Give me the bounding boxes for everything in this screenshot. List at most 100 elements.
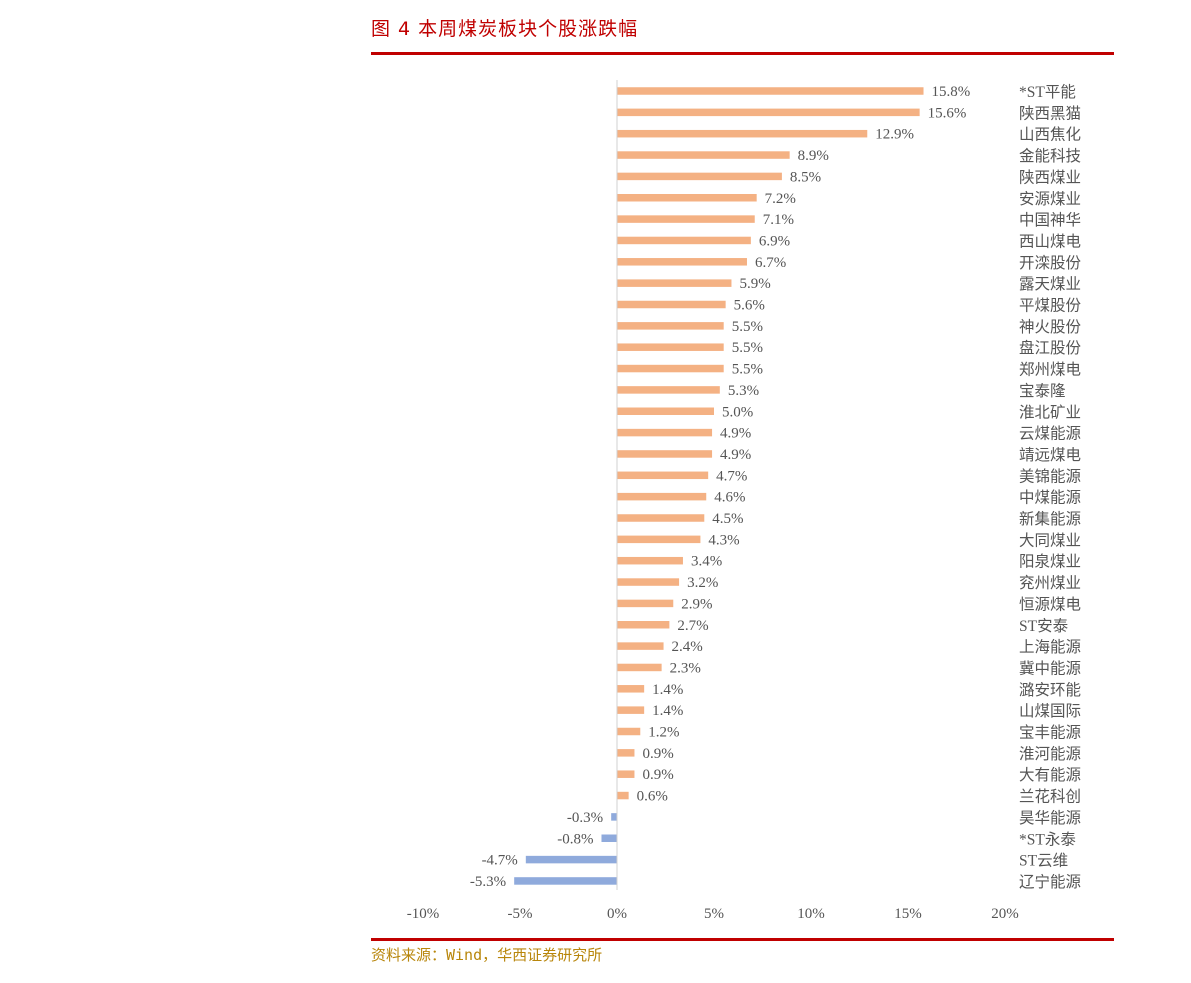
- bar: [617, 450, 713, 458]
- bar-value-label: 2.9%: [681, 596, 712, 612]
- bar: [617, 642, 664, 650]
- category-label: 金能科技: [1019, 147, 1081, 165]
- x-tick-label: 15%: [894, 906, 922, 922]
- bar-value-label: 5.6%: [734, 298, 765, 314]
- category-label: 恒源煤电: [1019, 595, 1081, 613]
- bar-value-label: 1.4%: [652, 682, 683, 698]
- category-labels-group: *ST平能陕西黑猫山西焦化金能科技陕西煤业安源煤业中国神华西山煤电开滦股份露天煤…: [1019, 83, 1082, 891]
- category-label: 淮河能源: [1019, 745, 1081, 763]
- category-label: 阳泉煤业: [1019, 553, 1081, 571]
- bar-value-label: 0.9%: [642, 746, 673, 762]
- bar-value-label: 4.9%: [720, 426, 751, 442]
- category-label: 靖远煤电: [1019, 446, 1081, 464]
- bar-value-label: -5.3%: [470, 874, 506, 890]
- category-label: 云煤能源: [1019, 425, 1081, 443]
- category-label: 兖州煤业: [1019, 574, 1081, 592]
- category-label: 山煤国际: [1019, 702, 1081, 720]
- category-label: 开滦股份: [1019, 254, 1082, 272]
- bar: [617, 129, 868, 138]
- bar-value-label: 7.2%: [765, 191, 796, 207]
- bar: [611, 813, 617, 821]
- bar-value-label: 0.6%: [637, 789, 668, 805]
- category-label: 上海能源: [1019, 638, 1081, 656]
- category-label: 昊华能源: [1019, 809, 1081, 827]
- category-label: 辽宁能源: [1019, 873, 1081, 891]
- category-label: 山西焦化: [1019, 126, 1081, 144]
- category-label: 宝丰能源: [1019, 724, 1081, 742]
- category-label: *ST永泰: [1019, 830, 1076, 848]
- category-label: 西山煤电: [1019, 232, 1081, 250]
- bar: [617, 172, 782, 181]
- category-label: 中国神华: [1019, 211, 1081, 229]
- bar-value-label: 1.4%: [652, 703, 683, 719]
- bar: [617, 663, 662, 672]
- bar: [617, 706, 645, 714]
- category-label: 露天煤业: [1019, 275, 1081, 293]
- bar-value-label: 4.7%: [716, 468, 747, 484]
- category-label: 宝泰隆: [1019, 382, 1066, 400]
- category-label: 大同煤业: [1019, 531, 1081, 549]
- bar-value-label: 12.9%: [875, 127, 914, 143]
- bar: [617, 471, 709, 480]
- bar-value-label: 8.9%: [798, 148, 829, 164]
- category-label: 新集能源: [1019, 510, 1081, 528]
- category-label: 淮北矿业: [1019, 403, 1081, 421]
- bar-value-label: 2.3%: [670, 660, 701, 676]
- bar: [617, 108, 920, 117]
- bar-value-label: 6.7%: [755, 255, 786, 271]
- bar-value-label: 3.4%: [691, 554, 722, 570]
- x-tick-label: 5%: [704, 906, 724, 922]
- title-rule: [371, 52, 1114, 55]
- bar: [617, 407, 714, 415]
- category-label: 神火股份: [1019, 318, 1082, 336]
- x-tick-label: 10%: [797, 906, 825, 922]
- category-label: *ST平能: [1019, 83, 1076, 101]
- category-label: 中煤能源: [1019, 489, 1081, 507]
- value-labels-group: 15.8% 15.6% 12.9% 8.9% 8.5% 7.2% 7.1% 6.9% 6.7% 5…: [470, 84, 970, 890]
- bar: [617, 279, 732, 287]
- bar: [525, 855, 617, 864]
- bar: [617, 258, 747, 266]
- bar-value-label: -0.3%: [567, 810, 603, 826]
- bar-value-label: 2.4%: [672, 639, 703, 655]
- bar: [617, 151, 790, 159]
- bar: [617, 215, 755, 223]
- category-label: 安源煤业: [1019, 190, 1081, 208]
- category-label: 潞安环能: [1019, 681, 1081, 699]
- bar: [601, 834, 617, 842]
- bar: [617, 492, 707, 501]
- bar: [617, 87, 924, 95]
- bars-group: [514, 87, 924, 885]
- bar-value-label: 7.1%: [763, 212, 794, 228]
- bar-value-label: 0.9%: [642, 767, 673, 783]
- bar: [617, 556, 683, 565]
- category-label: 大有能源: [1019, 766, 1081, 784]
- figure-title: 图 4 本周煤炭板块个股涨跌幅: [371, 18, 639, 40]
- category-label: 平煤股份: [1019, 297, 1082, 315]
- bar-value-label: 15.8%: [932, 84, 971, 100]
- bar-value-label: 4.5%: [712, 511, 743, 527]
- bar: [617, 791, 629, 800]
- bar: [617, 386, 720, 394]
- bar: [617, 749, 635, 757]
- bar: [617, 514, 705, 522]
- bar-value-label: 5.5%: [732, 340, 763, 356]
- bar-value-label: -0.8%: [557, 831, 593, 847]
- bar: [617, 236, 751, 245]
- bar-value-label: 6.9%: [759, 233, 790, 249]
- bar-value-label: -4.7%: [482, 853, 518, 869]
- x-tick-label: -10%: [407, 906, 440, 922]
- bar: [617, 343, 724, 351]
- bar: [617, 770, 635, 778]
- bar: [617, 727, 641, 736]
- bar: [617, 300, 726, 309]
- bar-value-label: 5.0%: [722, 404, 753, 420]
- bar: [617, 428, 713, 437]
- bar-value-label: 5.5%: [732, 362, 763, 378]
- bar: [617, 535, 701, 544]
- x-tick-label: 0%: [607, 906, 627, 922]
- source-note: 资料来源：Wind，华西证券研究所: [371, 946, 603, 964]
- bar-value-label: 2.7%: [677, 618, 708, 634]
- x-tick-label: -5%: [508, 906, 533, 922]
- category-label: ST安泰: [1019, 617, 1069, 635]
